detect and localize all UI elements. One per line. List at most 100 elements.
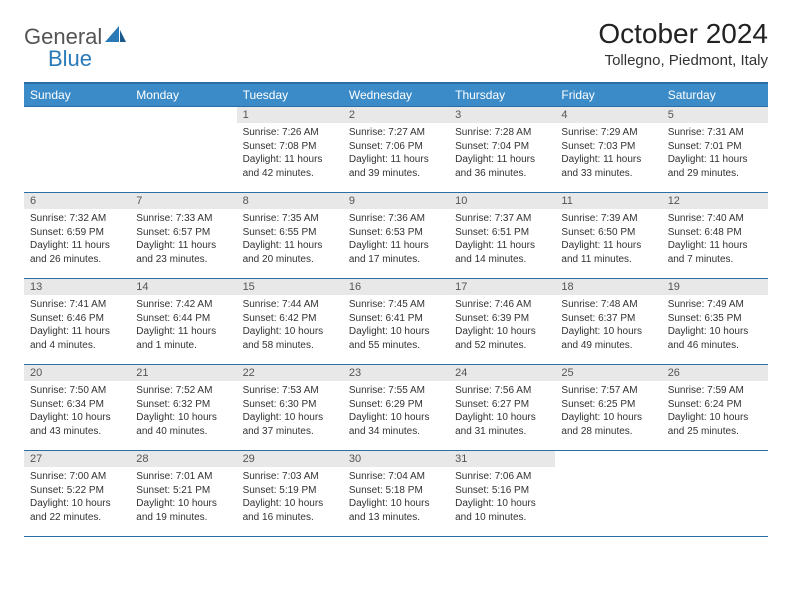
sunset-text: Sunset: 6:44 PM xyxy=(136,312,230,326)
day-header: Thursday xyxy=(449,83,555,107)
sunset-text: Sunset: 6:39 PM xyxy=(455,312,549,326)
day-number: 17 xyxy=(449,279,555,295)
sunset-text: Sunset: 6:41 PM xyxy=(349,312,443,326)
calendar-day: 12Sunrise: 7:40 AMSunset: 6:48 PMDayligh… xyxy=(662,193,768,279)
day-number: 15 xyxy=(237,279,343,295)
header: General Blue October 2024 Tollegno, Pied… xyxy=(24,18,768,72)
day-details: Sunrise: 7:42 AMSunset: 6:44 PMDaylight:… xyxy=(130,295,236,355)
day-details: Sunrise: 7:53 AMSunset: 6:30 PMDaylight:… xyxy=(237,381,343,441)
sunset-text: Sunset: 6:27 PM xyxy=(455,398,549,412)
day-details: Sunrise: 7:31 AMSunset: 7:01 PMDaylight:… xyxy=(662,123,768,183)
sunset-text: Sunset: 5:19 PM xyxy=(243,484,337,498)
daylight-text: Daylight: 11 hours and 39 minutes. xyxy=(349,153,443,180)
daylight-text: Daylight: 11 hours and 11 minutes. xyxy=(561,239,655,266)
daylight-text: Daylight: 10 hours and 13 minutes. xyxy=(349,497,443,524)
day-details: Sunrise: 7:45 AMSunset: 6:41 PMDaylight:… xyxy=(343,295,449,355)
day-details: Sunrise: 7:26 AMSunset: 7:08 PMDaylight:… xyxy=(237,123,343,183)
calendar-day: 14Sunrise: 7:42 AMSunset: 6:44 PMDayligh… xyxy=(130,279,236,365)
day-number: 26 xyxy=(662,365,768,381)
day-header: Wednesday xyxy=(343,83,449,107)
calendar-day: 29Sunrise: 7:03 AMSunset: 5:19 PMDayligh… xyxy=(237,451,343,537)
day-details: Sunrise: 7:40 AMSunset: 6:48 PMDaylight:… xyxy=(662,209,768,269)
sunset-text: Sunset: 7:04 PM xyxy=(455,140,549,154)
day-details: Sunrise: 7:55 AMSunset: 6:29 PMDaylight:… xyxy=(343,381,449,441)
day-number: 3 xyxy=(449,107,555,123)
calendar-body: 1Sunrise: 7:26 AMSunset: 7:08 PMDaylight… xyxy=(24,107,768,537)
day-details: Sunrise: 7:33 AMSunset: 6:57 PMDaylight:… xyxy=(130,209,236,269)
sunrise-text: Sunrise: 7:29 AM xyxy=(561,126,655,140)
day-number: 21 xyxy=(130,365,236,381)
day-number: 23 xyxy=(343,365,449,381)
calendar-day: 13Sunrise: 7:41 AMSunset: 6:46 PMDayligh… xyxy=(24,279,130,365)
day-number: 24 xyxy=(449,365,555,381)
day-number: 6 xyxy=(24,193,130,209)
sunset-text: Sunset: 7:06 PM xyxy=(349,140,443,154)
day-details: Sunrise: 7:28 AMSunset: 7:04 PMDaylight:… xyxy=(449,123,555,183)
calendar-empty xyxy=(662,451,768,537)
sunrise-text: Sunrise: 7:48 AM xyxy=(561,298,655,312)
day-details: Sunrise: 7:39 AMSunset: 6:50 PMDaylight:… xyxy=(555,209,661,269)
calendar-day: 9Sunrise: 7:36 AMSunset: 6:53 PMDaylight… xyxy=(343,193,449,279)
day-details: Sunrise: 7:00 AMSunset: 5:22 PMDaylight:… xyxy=(24,467,130,527)
day-number: 2 xyxy=(343,107,449,123)
calendar-week: 1Sunrise: 7:26 AMSunset: 7:08 PMDaylight… xyxy=(24,107,768,193)
daylight-text: Daylight: 11 hours and 36 minutes. xyxy=(455,153,549,180)
sunrise-text: Sunrise: 7:31 AM xyxy=(668,126,762,140)
sunset-text: Sunset: 6:50 PM xyxy=(561,226,655,240)
day-header: Sunday xyxy=(24,83,130,107)
calendar-empty xyxy=(24,107,130,193)
day-details: Sunrise: 7:06 AMSunset: 5:16 PMDaylight:… xyxy=(449,467,555,527)
daylight-text: Daylight: 10 hours and 34 minutes. xyxy=(349,411,443,438)
calendar-day: 31Sunrise: 7:06 AMSunset: 5:16 PMDayligh… xyxy=(449,451,555,537)
calendar-day: 7Sunrise: 7:33 AMSunset: 6:57 PMDaylight… xyxy=(130,193,236,279)
day-details: Sunrise: 7:49 AMSunset: 6:35 PMDaylight:… xyxy=(662,295,768,355)
daylight-text: Daylight: 10 hours and 49 minutes. xyxy=(561,325,655,352)
sunset-text: Sunset: 6:48 PM xyxy=(668,226,762,240)
calendar-day: 20Sunrise: 7:50 AMSunset: 6:34 PMDayligh… xyxy=(24,365,130,451)
sunrise-text: Sunrise: 7:27 AM xyxy=(349,126,443,140)
daylight-text: Daylight: 11 hours and 23 minutes. xyxy=(136,239,230,266)
sunrise-text: Sunrise: 7:40 AM xyxy=(668,212,762,226)
daylight-text: Daylight: 10 hours and 28 minutes. xyxy=(561,411,655,438)
daylight-text: Daylight: 11 hours and 14 minutes. xyxy=(455,239,549,266)
daylight-text: Daylight: 10 hours and 55 minutes. xyxy=(349,325,443,352)
calendar-week: 13Sunrise: 7:41 AMSunset: 6:46 PMDayligh… xyxy=(24,279,768,365)
sunrise-text: Sunrise: 7:57 AM xyxy=(561,384,655,398)
daylight-text: Daylight: 11 hours and 1 minute. xyxy=(136,325,230,352)
day-header: Friday xyxy=(555,83,661,107)
calendar-day: 5Sunrise: 7:31 AMSunset: 7:01 PMDaylight… xyxy=(662,107,768,193)
sunrise-text: Sunrise: 7:39 AM xyxy=(561,212,655,226)
day-number: 28 xyxy=(130,451,236,467)
daylight-text: Daylight: 10 hours and 10 minutes. xyxy=(455,497,549,524)
sunrise-text: Sunrise: 7:52 AM xyxy=(136,384,230,398)
sunset-text: Sunset: 6:30 PM xyxy=(243,398,337,412)
sunset-text: Sunset: 6:57 PM xyxy=(136,226,230,240)
daylight-text: Daylight: 11 hours and 26 minutes. xyxy=(30,239,124,266)
logo-text-block: General Blue xyxy=(24,24,127,72)
daylight-text: Daylight: 10 hours and 19 minutes. xyxy=(136,497,230,524)
calendar-day: 10Sunrise: 7:37 AMSunset: 6:51 PMDayligh… xyxy=(449,193,555,279)
day-number: 29 xyxy=(237,451,343,467)
day-details: Sunrise: 7:59 AMSunset: 6:24 PMDaylight:… xyxy=(662,381,768,441)
calendar-day: 15Sunrise: 7:44 AMSunset: 6:42 PMDayligh… xyxy=(237,279,343,365)
day-details: Sunrise: 7:56 AMSunset: 6:27 PMDaylight:… xyxy=(449,381,555,441)
calendar-day: 1Sunrise: 7:26 AMSunset: 7:08 PMDaylight… xyxy=(237,107,343,193)
sunrise-text: Sunrise: 7:56 AM xyxy=(455,384,549,398)
day-number: 5 xyxy=(662,107,768,123)
calendar-empty xyxy=(130,107,236,193)
calendar-day: 21Sunrise: 7:52 AMSunset: 6:32 PMDayligh… xyxy=(130,365,236,451)
daylight-text: Daylight: 10 hours and 16 minutes. xyxy=(243,497,337,524)
sunrise-text: Sunrise: 7:55 AM xyxy=(349,384,443,398)
calendar-day: 25Sunrise: 7:57 AMSunset: 6:25 PMDayligh… xyxy=(555,365,661,451)
sunset-text: Sunset: 6:25 PM xyxy=(561,398,655,412)
calendar-day: 28Sunrise: 7:01 AMSunset: 5:21 PMDayligh… xyxy=(130,451,236,537)
day-number: 31 xyxy=(449,451,555,467)
daylight-text: Daylight: 11 hours and 42 minutes. xyxy=(243,153,337,180)
daylight-text: Daylight: 11 hours and 17 minutes. xyxy=(349,239,443,266)
sunset-text: Sunset: 7:03 PM xyxy=(561,140,655,154)
sunrise-text: Sunrise: 7:50 AM xyxy=(30,384,124,398)
daylight-text: Daylight: 10 hours and 58 minutes. xyxy=(243,325,337,352)
sunrise-text: Sunrise: 7:06 AM xyxy=(455,470,549,484)
day-number: 20 xyxy=(24,365,130,381)
daylight-text: Daylight: 11 hours and 4 minutes. xyxy=(30,325,124,352)
